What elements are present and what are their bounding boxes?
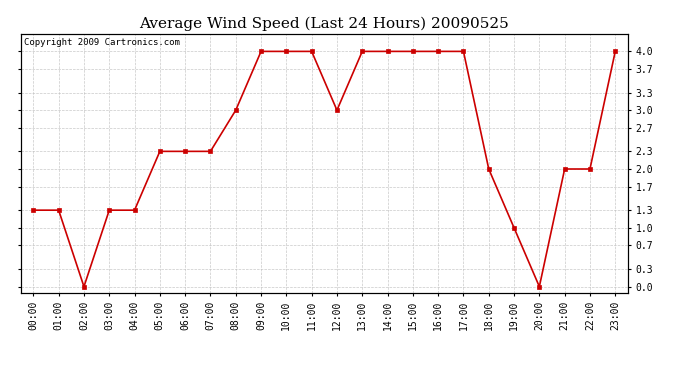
Text: Copyright 2009 Cartronics.com: Copyright 2009 Cartronics.com: [23, 38, 179, 46]
Title: Average Wind Speed (Last 24 Hours) 20090525: Average Wind Speed (Last 24 Hours) 20090…: [139, 17, 509, 31]
